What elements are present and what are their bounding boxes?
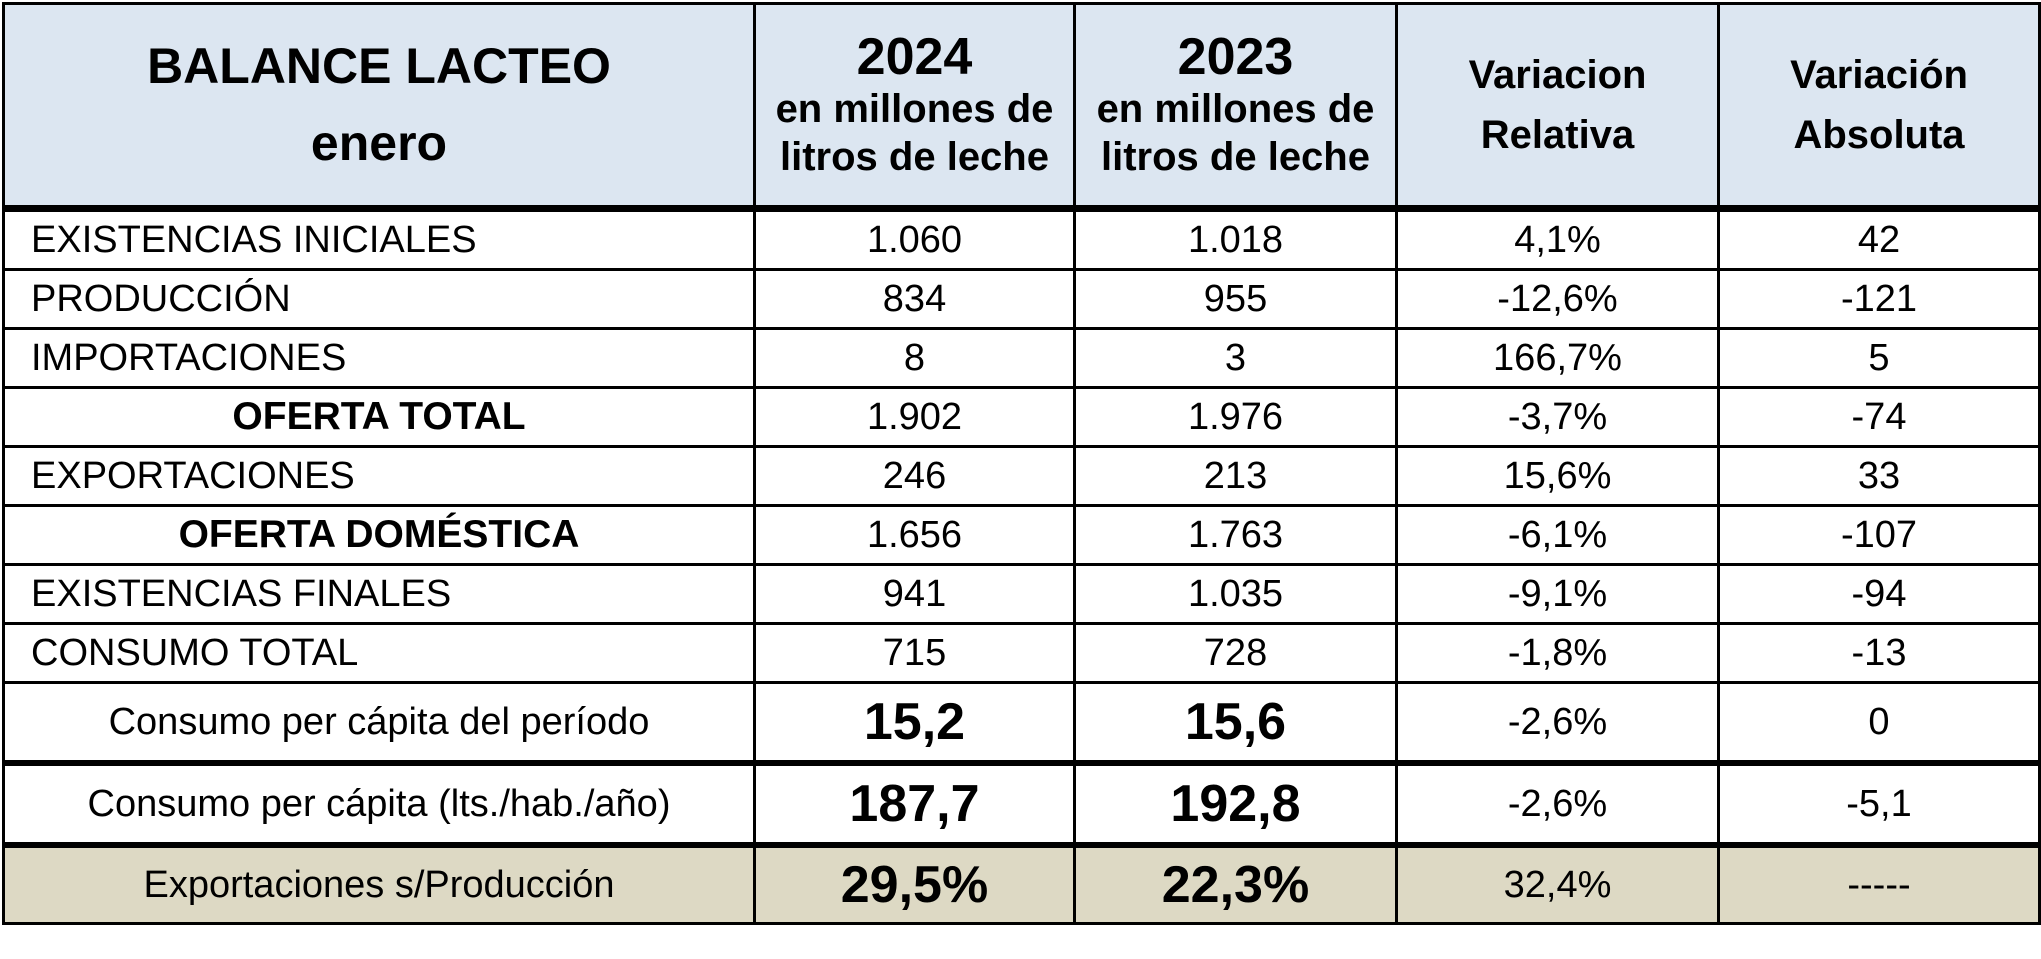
header-row: BALANCE LACTEO enero 2024 en millones de… [2, 2, 2041, 212]
cell-2023: 192,8 [1073, 760, 1398, 847]
row-label: Consumo per cápita (lts./hab./año) [2, 760, 756, 847]
cell-2023: 728 [1073, 622, 1398, 684]
header-2023-sub1: en millones de [1096, 87, 1375, 132]
header-2024: 2024 en millones de litros de leche [753, 2, 1076, 212]
cell-2024: 246 [753, 445, 1076, 507]
cell-var-rel: -1,8% [1395, 622, 1720, 684]
cell-2024: 29,5% [753, 842, 1076, 925]
header-2024-year: 2024 [856, 28, 973, 87]
cell-2023: 1.018 [1073, 207, 1398, 271]
cell-var-abs: -5,1 [1717, 760, 2041, 847]
row-label: PRODUCCIÓN [2, 268, 756, 330]
cell-var-rel: -2,6% [1395, 681, 1720, 765]
row-label: Exportaciones s/Producción [2, 842, 756, 925]
table-row-existencias-finales: EXISTENCIAS FINALES 941 1.035 -9,1% -94 [2, 563, 2041, 625]
row-label: EXPORTACIONES [2, 445, 756, 507]
cell-var-abs: -74 [1717, 386, 2041, 448]
cell-var-rel: -3,7% [1395, 386, 1720, 448]
cell-var-rel: 15,6% [1395, 445, 1720, 507]
table-row-exportaciones-produccion: Exportaciones s/Producción 29,5% 22,3% 3… [2, 842, 2041, 925]
header-2023-sub2: litros de leche [1101, 134, 1370, 179]
cell-var-rel: 32,4% [1395, 842, 1720, 925]
cell-var-abs: 0 [1717, 681, 2041, 765]
cell-var-rel: -9,1% [1395, 563, 1720, 625]
header-var-rel-line2: Relativa [1480, 113, 1635, 157]
table-row-consumo-per-capita-periodo: Consumo per cápita del período 15,2 15,6… [2, 681, 2041, 765]
cell-2023: 1.976 [1073, 386, 1398, 448]
cell-2024: 834 [753, 268, 1076, 330]
cell-2024: 1.656 [753, 504, 1076, 566]
row-label: Consumo per cápita del período [2, 681, 756, 765]
header-title: BALANCE LACTEO enero [2, 2, 756, 212]
cell-var-rel: 166,7% [1395, 327, 1720, 389]
cell-var-abs: ----- [1717, 842, 2041, 925]
header-var-abs-line1: Variación [1790, 53, 1968, 97]
cell-var-rel: 4,1% [1395, 207, 1720, 271]
row-label: CONSUMO TOTAL [2, 622, 756, 684]
cell-var-abs: -107 [1717, 504, 2041, 566]
header-2024-sub1: en millones de [775, 87, 1054, 132]
table-row-consumo-per-capita-anual: Consumo per cápita (lts./hab./año) 187,7… [2, 760, 2041, 847]
cell-2024: 1.902 [753, 386, 1076, 448]
cell-2024: 715 [753, 622, 1076, 684]
cell-var-abs: -94 [1717, 563, 2041, 625]
balance-lacteo-table: BALANCE LACTEO enero 2024 en millones de… [2, 2, 2041, 925]
balance-table-container: BALANCE LACTEO enero 2024 en millones de… [2, 2, 2041, 925]
table-row-produccion: PRODUCCIÓN 834 955 -12,6% -121 [2, 268, 2041, 330]
table-row-existencias-iniciales: EXISTENCIAS INICIALES 1.060 1.018 4,1% 4… [2, 207, 2041, 271]
table-row-exportaciones: EXPORTACIONES 246 213 15,6% 33 [2, 445, 2041, 507]
header-title-line2: enero [310, 115, 448, 171]
header-variacion-absoluta: Variación Absoluta [1717, 2, 2041, 212]
row-label: OFERTA DOMÉSTICA [2, 504, 756, 566]
row-label: EXISTENCIAS INICIALES [2, 207, 756, 271]
row-label: EXISTENCIAS FINALES [2, 563, 756, 625]
cell-2024: 1.060 [753, 207, 1076, 271]
header-variacion-relativa: Variacion Relativa [1395, 2, 1720, 212]
cell-2023: 15,6 [1073, 681, 1398, 765]
cell-var-abs: 5 [1717, 327, 2041, 389]
cell-2023: 213 [1073, 445, 1398, 507]
cell-2023: 955 [1073, 268, 1398, 330]
header-2024-sub2: litros de leche [780, 134, 1049, 179]
table-row-importaciones: IMPORTACIONES 8 3 166,7% 5 [2, 327, 2041, 389]
cell-2023: 22,3% [1073, 842, 1398, 925]
cell-var-abs: 42 [1717, 207, 2041, 271]
cell-var-abs: -13 [1717, 622, 2041, 684]
cell-2023: 3 [1073, 327, 1398, 389]
cell-var-abs: -121 [1717, 268, 2041, 330]
header-var-abs-line2: Absoluta [1793, 113, 1965, 157]
table-row-consumo-total: CONSUMO TOTAL 715 728 -1,8% -13 [2, 622, 2041, 684]
cell-2023: 1.763 [1073, 504, 1398, 566]
cell-var-rel: -2,6% [1395, 760, 1720, 847]
cell-2023: 1.035 [1073, 563, 1398, 625]
header-2023-year: 2023 [1177, 28, 1294, 87]
cell-2024: 8 [753, 327, 1076, 389]
cell-2024: 941 [753, 563, 1076, 625]
table-row-oferta-total: OFERTA TOTAL 1.902 1.976 -3,7% -74 [2, 386, 2041, 448]
row-label: IMPORTACIONES [2, 327, 756, 389]
cell-2024: 187,7 [753, 760, 1076, 847]
header-title-line1: BALANCE LACTEO [147, 37, 611, 94]
cell-var-rel: -6,1% [1395, 504, 1720, 566]
table-row-oferta-domestica: OFERTA DOMÉSTICA 1.656 1.763 -6,1% -107 [2, 504, 2041, 566]
header-var-rel-line1: Variacion [1468, 53, 1647, 97]
cell-2024: 15,2 [753, 681, 1076, 765]
cell-var-rel: -12,6% [1395, 268, 1720, 330]
cell-var-abs: 33 [1717, 445, 2041, 507]
header-2023: 2023 en millones de litros de leche [1073, 2, 1398, 212]
row-label: OFERTA TOTAL [2, 386, 756, 448]
